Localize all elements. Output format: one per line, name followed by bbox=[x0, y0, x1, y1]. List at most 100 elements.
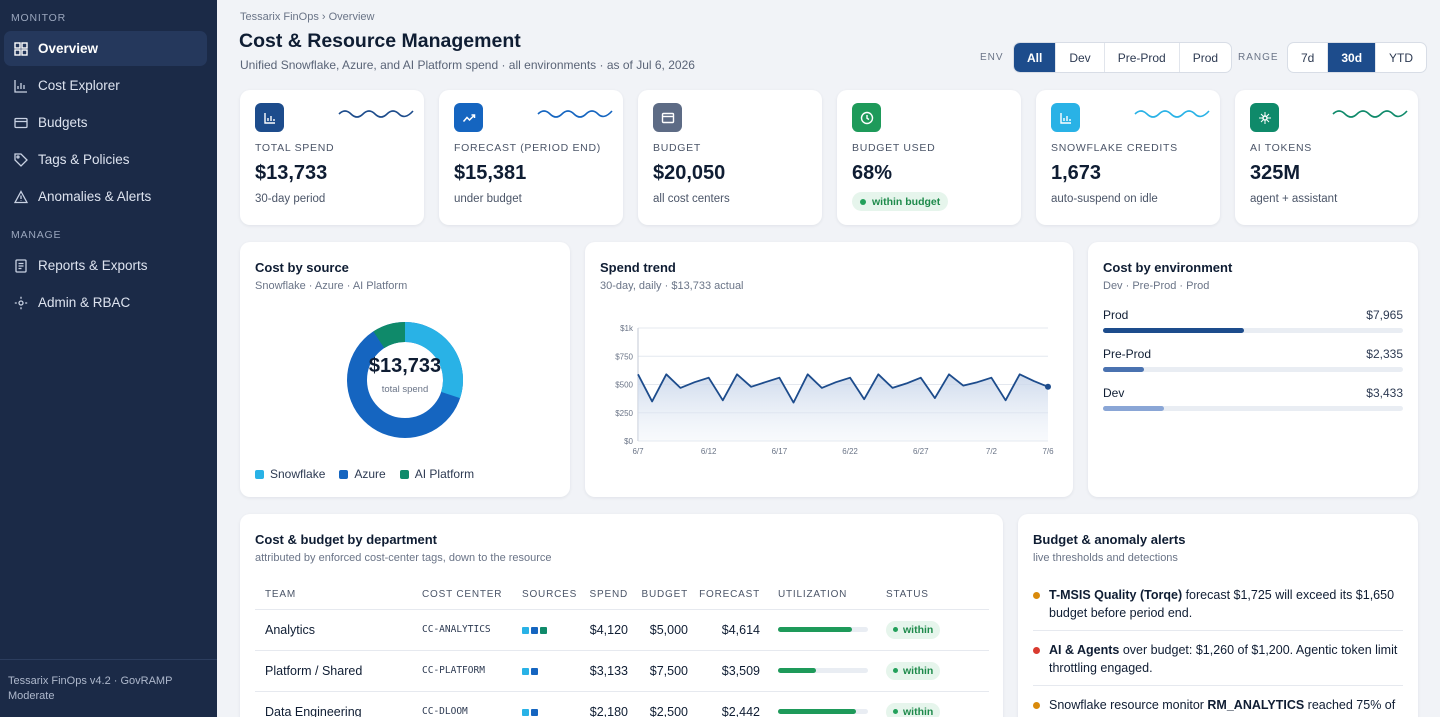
legend-label: AI Platform bbox=[414, 467, 475, 481]
alert-item[interactable]: T-MSIS Quality (Torqe) forecast $1,725 w… bbox=[1033, 586, 1403, 622]
env-name: Pre-Prod bbox=[1103, 347, 1152, 361]
legend-label: Snowflake bbox=[270, 467, 326, 481]
kpi-card-budget[interactable]: BUDGET $20,050 all cost centers bbox=[638, 90, 822, 225]
env-option-all[interactable]: All bbox=[1014, 43, 1057, 72]
sidebar-item-label: Tags & Policies bbox=[38, 152, 130, 167]
alert-item[interactable]: Snowflake resource monitor RM_ANALYTICS … bbox=[1033, 696, 1403, 717]
env-name: Dev bbox=[1103, 386, 1125, 400]
x-tick-label: 6/27 bbox=[913, 447, 929, 456]
kpi-label: BUDGET bbox=[653, 142, 701, 154]
budget-cell: $5,000 bbox=[636, 609, 696, 651]
alert-severity-dot bbox=[1033, 702, 1040, 709]
y-tick-label: $1k bbox=[620, 324, 634, 333]
column-header-spend[interactable]: SPEND bbox=[580, 580, 636, 610]
kpi-card-forecast[interactable]: FORECAST (PERIOD END) $15,381 under budg… bbox=[439, 90, 623, 225]
kpi-card-total-spend[interactable]: TOTAL SPEND $13,733 30-day period bbox=[240, 90, 424, 225]
env-option-dev[interactable]: Dev bbox=[1056, 43, 1105, 72]
legend-label: Azure bbox=[354, 467, 386, 481]
legend-item-ai-platform[interactable]: AI Platform bbox=[399, 467, 475, 481]
card-title: Cost by source bbox=[255, 260, 349, 275]
status-badge: within bbox=[886, 702, 941, 717]
env-label: ENV bbox=[980, 52, 1004, 63]
grid-icon bbox=[13, 41, 29, 57]
card-title: Cost by environment bbox=[1103, 260, 1233, 275]
sidebar-item-overview[interactable]: Overview bbox=[4, 31, 207, 66]
departments-card: Cost & budget by department attributed b… bbox=[240, 514, 1003, 717]
breadcrumb: Tessarix FinOps › Overview bbox=[240, 11, 375, 23]
env-option-prod[interactable]: Prod bbox=[1192, 50, 1219, 65]
card-subtitle: live thresholds and detections bbox=[1033, 552, 1178, 564]
env-value: $2,335 bbox=[1366, 347, 1403, 361]
kpi-value: 68% bbox=[852, 162, 893, 184]
kpi-sub: agent + assistant bbox=[1250, 193, 1338, 205]
x-tick-label: 6/22 bbox=[842, 447, 858, 456]
divider bbox=[1033, 630, 1403, 631]
utilization-bar bbox=[778, 709, 868, 714]
legend-swatch bbox=[255, 469, 264, 479]
column-header-budget[interactable]: BUDGET bbox=[636, 580, 696, 610]
sidebar-item-tags-policies[interactable]: Tags & Policies bbox=[4, 142, 207, 177]
kpi-value: $15,381 bbox=[454, 162, 527, 184]
legend-item-snowflake[interactable]: Snowflake bbox=[255, 467, 325, 481]
kpi-value: $20,050 bbox=[653, 162, 726, 184]
main-content: Tessarix FinOps › Overview Cost & Resour… bbox=[217, 0, 1440, 717]
sidebar-item-admin-rbac[interactable]: Admin & RBAC bbox=[4, 285, 207, 320]
forecast-cell: $3,509 bbox=[696, 650, 768, 692]
status-label: within bbox=[903, 705, 934, 717]
column-header-sources[interactable]: SOURCES bbox=[512, 580, 580, 610]
column-header-status[interactable]: STATUS bbox=[876, 580, 989, 610]
sidebar-item-anomalies-alerts[interactable]: Anomalies & Alerts bbox=[4, 179, 207, 214]
env-option-pre-prod[interactable]: Pre-Prod bbox=[1105, 43, 1180, 72]
clock-icon bbox=[852, 103, 881, 132]
sparkline bbox=[1332, 110, 1408, 118]
cost-by-env-card: Cost by environment Dev · Pre-Prod · Pro… bbox=[1088, 242, 1418, 497]
env-value: $7,965 bbox=[1366, 308, 1403, 322]
alert-severity-dot bbox=[1033, 592, 1040, 599]
alert-subject: T-MSIS Quality (Torqe) bbox=[1049, 588, 1183, 602]
sidebar-item-budgets[interactable]: Budgets bbox=[4, 105, 207, 140]
alerts-card: Budget & anomaly alerts live thresholds … bbox=[1018, 514, 1418, 717]
sources-cell bbox=[512, 691, 580, 717]
range-option-30d[interactable]: 30d bbox=[1328, 43, 1377, 72]
alert-text: over budget: $1,260 of $1,200. Agentic t… bbox=[1049, 643, 1398, 675]
alert-subject: AI & Agents bbox=[1049, 643, 1120, 657]
sparkline bbox=[338, 110, 414, 118]
legend-item-azure[interactable]: Azure bbox=[339, 467, 386, 481]
y-tick-label: $750 bbox=[615, 352, 633, 361]
column-header-utilization[interactable]: UTILIZATION bbox=[768, 580, 876, 610]
sparkle-icon bbox=[1250, 103, 1279, 132]
x-tick-label: 7/6 bbox=[1042, 447, 1054, 456]
column-header-forecast[interactable]: FORECAST bbox=[696, 580, 768, 610]
kpi-card-ai-tokens[interactable]: AI TOKENS 325M agent + assistant bbox=[1235, 90, 1418, 225]
status-dot bbox=[893, 627, 898, 632]
card-title: Budget & anomaly alerts bbox=[1033, 532, 1186, 547]
range-option-ytd[interactable]: YTD bbox=[1389, 50, 1414, 65]
utilization-bar bbox=[778, 627, 868, 632]
cost-center-cell: CC-PLATFORM bbox=[412, 650, 512, 692]
utilization-cell bbox=[768, 609, 876, 651]
kpi-card-snowflake-credits[interactable]: SNOWFLAKE CREDITS 1,673 auto-suspend on … bbox=[1036, 90, 1220, 225]
kpi-label: TOTAL SPEND bbox=[255, 142, 335, 154]
x-tick-label: 6/12 bbox=[701, 447, 717, 456]
status-cell: within bbox=[876, 650, 989, 692]
range-option-7d[interactable]: 7d bbox=[1288, 43, 1329, 72]
card-subtitle: 30-day, daily · $13,733 actual bbox=[600, 280, 744, 292]
utilization-fill bbox=[778, 668, 816, 673]
kpi-card-budget-used[interactable]: BUDGET USED 68% within budget bbox=[837, 90, 1021, 225]
sidebar-item-cost-explorer[interactable]: Cost Explorer bbox=[4, 68, 207, 103]
sidebar-item-reports-exports[interactable]: Reports & Exports bbox=[4, 248, 207, 283]
kpi-sub: 30-day period bbox=[255, 193, 326, 205]
env-value: $3,433 bbox=[1366, 386, 1403, 400]
table-row[interactable]: Platform / Shared CC-PLATFORM $3,133 $7,500… bbox=[255, 650, 989, 692]
table-row[interactable]: Data Engineering CC-DLOOM $2,180 $2,500 $2,4… bbox=[255, 691, 989, 717]
document-icon bbox=[13, 258, 29, 274]
sidebar-item-label: Reports & Exports bbox=[38, 258, 148, 273]
bar-chart-icon bbox=[1051, 103, 1080, 132]
team-cell: Platform / Shared bbox=[255, 650, 412, 692]
cost-by-source-card: Cost by source Snowflake · Azure · AI Pl… bbox=[240, 242, 570, 497]
column-header-cost-center[interactable]: COST CENTER bbox=[412, 580, 512, 610]
table-row[interactable]: Analytics CC-ANALYTICS $4,120 $5,000 $4,614 w… bbox=[255, 609, 989, 651]
alert-item[interactable]: AI & Agents over budget: $1,260 of $1,20… bbox=[1033, 641, 1403, 677]
spend-trend-chart: $0 $250 $500 $750 $1k 6/7 6/12 6/17 6/22 6/27 7/2 7… bbox=[615, 324, 1054, 456]
column-header-team[interactable]: TEAM bbox=[255, 580, 412, 610]
